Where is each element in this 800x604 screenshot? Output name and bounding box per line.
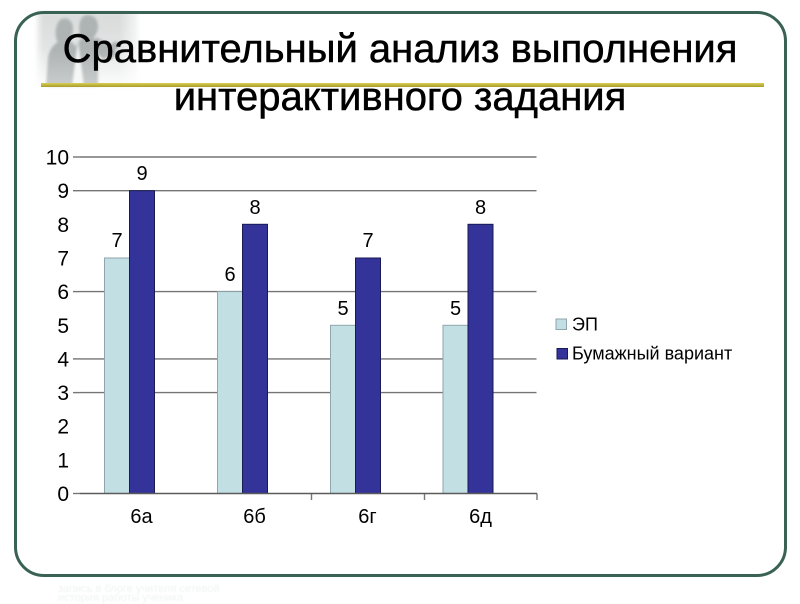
svg-text:6а: 6а xyxy=(130,506,153,528)
svg-text:9: 9 xyxy=(136,163,147,185)
svg-text:7: 7 xyxy=(111,230,122,252)
svg-text:4: 4 xyxy=(57,348,69,371)
svg-text:6б: 6б xyxy=(243,506,266,528)
svg-text:6: 6 xyxy=(224,264,235,286)
svg-text:Бумажный вариант: Бумажный вариант xyxy=(572,344,732,364)
svg-text:3: 3 xyxy=(57,382,69,405)
svg-text:2: 2 xyxy=(57,416,69,439)
svg-text:8: 8 xyxy=(475,197,486,219)
svg-text:5: 5 xyxy=(337,298,348,320)
svg-text:8: 8 xyxy=(57,214,69,237)
svg-text:10: 10 xyxy=(46,147,69,170)
svg-text:8: 8 xyxy=(249,197,260,219)
svg-text:9: 9 xyxy=(57,180,69,203)
svg-text:5: 5 xyxy=(57,315,69,338)
svg-text:6: 6 xyxy=(57,281,69,304)
svg-text:6г: 6г xyxy=(358,506,376,528)
svg-text:6д: 6д xyxy=(469,506,492,528)
svg-text:5: 5 xyxy=(450,298,461,320)
svg-text:7: 7 xyxy=(57,248,69,271)
svg-text:ЭП: ЭП xyxy=(572,315,598,335)
svg-text:0: 0 xyxy=(57,483,69,506)
svg-text:7: 7 xyxy=(362,230,373,252)
svg-text:1: 1 xyxy=(57,449,69,472)
